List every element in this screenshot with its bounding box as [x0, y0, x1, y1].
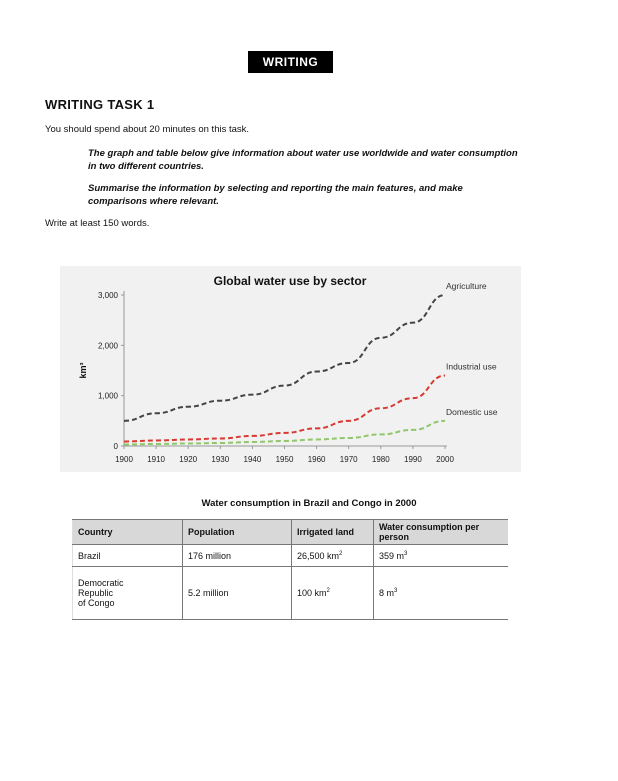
y-tick-label: 1,000: [98, 392, 119, 401]
writing-banner: WRITING: [248, 51, 333, 73]
cell-country: Brazil: [72, 544, 183, 567]
unit-superscript: 3: [394, 588, 398, 594]
irrigated-value: 26,500 km: [297, 550, 340, 561]
header-population: Population: [182, 519, 292, 545]
series-label: Industrial use: [446, 362, 497, 372]
x-tick-label: 1950: [276, 455, 294, 464]
series-label: Domestic use: [446, 407, 498, 417]
chart-title: Global water use by sector: [214, 274, 367, 288]
summarise-instruction: Summarise the information by selecting a…: [88, 183, 463, 207]
x-tick-label: 1970: [340, 455, 358, 464]
x-tick-label: 1990: [404, 455, 422, 464]
y-tick-label: 3,000: [98, 291, 119, 300]
x-tick-label: 1980: [372, 455, 390, 464]
x-tick-label: 1960: [308, 455, 326, 464]
word-count-instruction: Write at least 150 words.: [45, 218, 150, 229]
water-use-chart: Global water use by sector 0 1,000 2,000 3,0…: [60, 266, 521, 472]
cell-population: 5.2 million: [182, 566, 292, 620]
water-consumption-table: Country Population Irrigated land Water …: [72, 519, 508, 620]
irrigated-value: 100 km: [297, 588, 327, 598]
y-tick-label: 2,000: [98, 341, 119, 350]
unit-superscript: 3: [404, 550, 408, 557]
x-tick-label: 1920: [179, 455, 197, 464]
unit-superscript: 2: [326, 588, 330, 594]
table-row: Brazil 176 million 26,500 km2 359 m3: [72, 544, 508, 567]
task-title: WRITING TASK 1: [45, 97, 155, 112]
country-line: Republic: [78, 588, 114, 598]
header-irrigated-land: Irrigated land: [291, 519, 374, 545]
cell-water-consumption: 8 m3: [373, 566, 508, 620]
table-header-row: Country Population Irrigated land Water …: [72, 519, 508, 545]
cell-irrigated-land: 26,500 km2: [291, 544, 374, 567]
table-row: Democratic Republic of Congo 5.2 million…: [72, 566, 508, 620]
consumption-value: 359 m: [379, 550, 405, 561]
y-tick-label: 0: [114, 442, 119, 451]
cell-irrigated-land: 100 km2: [291, 566, 374, 620]
cell-country: Democratic Republic of Congo: [72, 566, 183, 620]
x-tick-label: 1910: [147, 455, 165, 464]
table-title: Water consumption in Brazil and Congo in…: [201, 498, 417, 509]
country-line: of Congo: [78, 598, 115, 608]
header-water-consumption: Water consumption per person: [373, 519, 508, 545]
unit-superscript: 2: [339, 550, 343, 557]
time-instruction: You should spend about 20 minutes on thi…: [45, 124, 250, 135]
series-label: Agriculture: [446, 281, 487, 291]
x-tick-label: 1900: [115, 455, 133, 464]
series-line-0: [123, 294, 446, 422]
header-country: Country: [72, 519, 183, 545]
cell-water-consumption: 359 m3: [373, 544, 508, 567]
x-tick-label: 1930: [211, 455, 229, 464]
chart-svg: Global water use by sector 0 1,000 2,000 3,0…: [78, 274, 498, 464]
x-tick-label: 2000: [436, 455, 454, 464]
consumption-value: 8 m: [379, 588, 395, 598]
country-line: Democratic: [78, 578, 124, 588]
y-axis-label: km³: [78, 362, 88, 378]
x-tick-label: 1940: [244, 455, 262, 464]
task-prompt: The graph and table below give informati…: [88, 148, 518, 172]
cell-population: 176 million: [182, 544, 292, 567]
